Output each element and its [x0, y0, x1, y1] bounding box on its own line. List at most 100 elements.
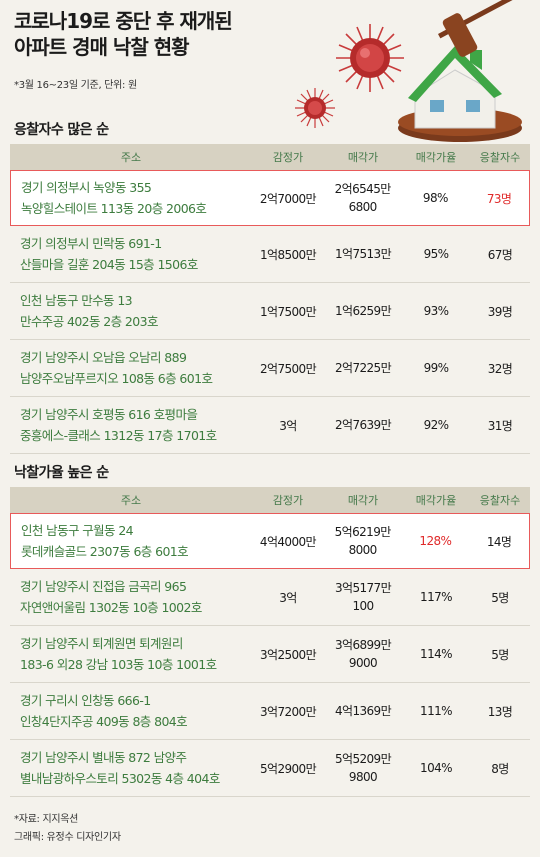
table-row: 경기 남양주시 별내동 872 남양주 별내남광하우스토리 5302동 4층 40…: [10, 740, 530, 797]
table-row: 경기 남양주시 퇴계원면 퇴계원리 183-6 외28 강남 103동 10층 1…: [10, 626, 530, 683]
address-cell: 인천 남동구 구월동 24 롯데캐슬골드 2307동 6층 601호: [11, 520, 252, 562]
appraisal-cell: 3억: [279, 590, 297, 605]
appraisal-cell: 1억8500만: [259, 247, 317, 262]
header-sale-rate: 매각가율: [415, 494, 457, 507]
sale-price-cell: 4억1369만: [324, 702, 402, 720]
table-row: 인천 남동구 구월동 24 롯데캐슬골드 2307동 6층 601호 4억4000만…: [10, 513, 530, 569]
sale-rate-cell: 117%: [420, 590, 453, 604]
bidders-cell: 8명: [491, 761, 509, 776]
title-line-2: 아파트 경매 낙찰 현황: [14, 35, 189, 59]
section-title-bidders: 응찰자수 많은 순: [14, 122, 109, 138]
address-cell: 경기 의정부시 민락동 691-1 산들마을 길훈 204동 15층 1506호: [10, 233, 252, 275]
address-cell: 인천 남동구 만수동 13 만수주공 402동 2층 203호: [10, 290, 252, 332]
table-row: 인천 남동구 만수동 13 만수주공 402동 2층 203호 1억7500만 1억6…: [10, 283, 530, 340]
table-row: 경기 남양주시 오남읍 오남리 889 남양주오남푸르지오 108동 6층 601…: [10, 340, 530, 397]
address-cell: 경기 남양주시 퇴계원면 퇴계원리 183-6 외28 강남 103동 10층 1…: [10, 633, 252, 675]
section-title-rate: 낙찰가율 높은 순: [14, 465, 109, 481]
header-appraisal: 감정가: [272, 151, 304, 164]
address-line-1: 경기 의정부시 민락동 691-1: [20, 236, 162, 251]
address-line-1: 경기 남양주시 퇴계원면 퇴계원리: [20, 636, 183, 651]
sale-price-line-2: 9800: [348, 770, 378, 784]
sale-price-line-1: 1억7513만: [334, 247, 392, 261]
appraisal-cell: 5억2900만: [259, 761, 317, 776]
address-line-2: 인창4단지주공 409동 8층 804호: [20, 714, 188, 729]
address-cell: 경기 남양주시 진접읍 금곡리 965 자연앤어울림 1302동 10층 1002…: [10, 576, 252, 618]
header-bidders: 응찰자수: [479, 151, 521, 164]
sale-price-cell: 2억7639만: [324, 416, 402, 434]
table-bidders: 주소 감정가 매각가 매각가율 응찰자수 경기 의정부시 녹양동 355 녹양힐스…: [10, 144, 530, 454]
auction-illustration: [295, 0, 522, 142]
header-sale-rate: 매각가율: [415, 151, 457, 164]
header-address: 주소: [120, 151, 142, 164]
sale-price-cell: 2억7225만: [324, 359, 402, 377]
sale-price-line-1: 5억5209만: [334, 752, 392, 766]
address-line-2: 남양주오남푸르지오 108동 6층 601호: [20, 371, 213, 386]
virus-icon: [295, 88, 335, 128]
appraisal-cell: 2억7000만: [259, 191, 317, 206]
header-sale-price: 매각가: [347, 151, 379, 164]
appraisal-cell: 2억7500만: [259, 361, 317, 376]
appraisal-cell: 3억: [279, 418, 297, 433]
sale-price-cell: 2억6545만 6800: [324, 180, 402, 216]
address-line-2: 만수주공 402동 2층 203호: [20, 314, 159, 329]
header-bidders: 응찰자수: [479, 494, 521, 507]
sale-price-line-1: 2억7639만: [334, 418, 392, 432]
address-line-2: 녹양힐스테이트 113동 20층 2006호: [21, 201, 207, 216]
unit-note: *3월 16~23일 기준, 단위: 원: [14, 80, 137, 91]
bidders-cell: 14명: [486, 534, 512, 549]
table-header: 주소 감정가 매각가 매각가율 응찰자수: [10, 144, 530, 170]
table-row: 경기 구리시 인창동 666-1 인창4단지주공 409동 8층 804호 3억72…: [10, 683, 530, 740]
bidders-cell: 5명: [491, 590, 509, 605]
sale-price-cell: 5억6219만 8000: [324, 523, 402, 559]
address-cell: 경기 의정부시 녹양동 355 녹양힐스테이트 113동 20층 2006호: [11, 177, 252, 219]
sale-rate-cell: 93%: [423, 304, 449, 318]
bidders-cell: 67명: [487, 247, 513, 262]
address-line-2: 별내남광하우스토리 5302동 4층 404호: [20, 771, 220, 786]
sale-price-line-2: 8000: [348, 543, 378, 557]
sale-rate-cell: 95%: [423, 247, 449, 261]
header-sale-price: 매각가: [347, 494, 379, 507]
bidders-cell: 32명: [487, 361, 513, 376]
address-cell: 경기 남양주시 오남읍 오남리 889 남양주오남푸르지오 108동 6층 601…: [10, 347, 252, 389]
source-note: *자료: 지지옥션: [14, 814, 79, 825]
sale-price-line-1: 3억5177만: [334, 581, 392, 595]
address-line-1: 경기 남양주시 오남읍 오남리 889: [20, 350, 187, 365]
sale-price-cell: 1억7513만: [324, 245, 402, 263]
appraisal-cell: 3억7200만: [259, 704, 317, 719]
appraisal-cell: 4억4000만: [259, 534, 317, 549]
table-row: 경기 의정부시 녹양동 355 녹양힐스테이트 113동 20층 2006호 2억7…: [10, 170, 530, 226]
house-icon: [408, 46, 502, 129]
sale-rate-cell: 114%: [420, 647, 453, 661]
address-line-2: 자연앤어울림 1302동 10층 1002호: [20, 600, 202, 615]
sale-price-cell: 1억6259만: [324, 302, 402, 320]
page-title: 코로나19로 중단 후 재개된 아파트 경매 낙찰 현황: [14, 8, 233, 60]
header-address: 주소: [120, 494, 142, 507]
sale-price-cell: 3억5177만 100: [324, 579, 402, 615]
address-cell: 경기 남양주시 별내동 872 남양주 별내남광하우스토리 5302동 4층 40…: [10, 747, 252, 789]
sale-rate-cell: 111%: [420, 704, 453, 718]
address-line-2: 중흥에스-클래스 1312동 17층 1701호: [20, 428, 217, 443]
address-cell: 경기 구리시 인창동 666-1 인창4단지주공 409동 8층 804호: [10, 690, 252, 732]
appraisal-cell: 1억7500만: [259, 304, 317, 319]
sale-price-line-2: 6800: [348, 200, 378, 214]
sale-price-cell: 5억5209만 9800: [324, 750, 402, 786]
sale-rate-cell: 104%: [420, 761, 453, 775]
address-line-1: 경기 구리시 인창동 666-1: [20, 693, 151, 708]
sale-rate-cell: 99%: [423, 361, 449, 375]
graphic-credit: 그래픽: 유정수 디자인기자: [14, 832, 121, 843]
address-line-2: 산들마을 길훈 204동 15층 1506호: [20, 257, 198, 272]
table-row: 경기 의정부시 민락동 691-1 산들마을 길훈 204동 15층 1506호 1…: [10, 226, 530, 283]
sale-rate-cell: 92%: [423, 418, 449, 432]
sale-price-line-2: 100: [352, 599, 374, 613]
sale-price-line-2: 9000: [348, 656, 378, 670]
address-line-1: 인천 남동구 구월동 24: [21, 523, 134, 538]
sale-price-line-1: 1억6259만: [334, 304, 392, 318]
table-header: 주소 감정가 매각가 매각가율 응찰자수: [10, 487, 530, 513]
sale-price-line-1: 3억6899만: [334, 638, 392, 652]
bidders-cell: 5명: [491, 647, 509, 662]
bidders-cell: 73명: [486, 191, 512, 206]
address-line-1: 경기 남양주시 호평동 616 호평마을: [20, 407, 198, 422]
bidders-cell: 13명: [487, 704, 513, 719]
